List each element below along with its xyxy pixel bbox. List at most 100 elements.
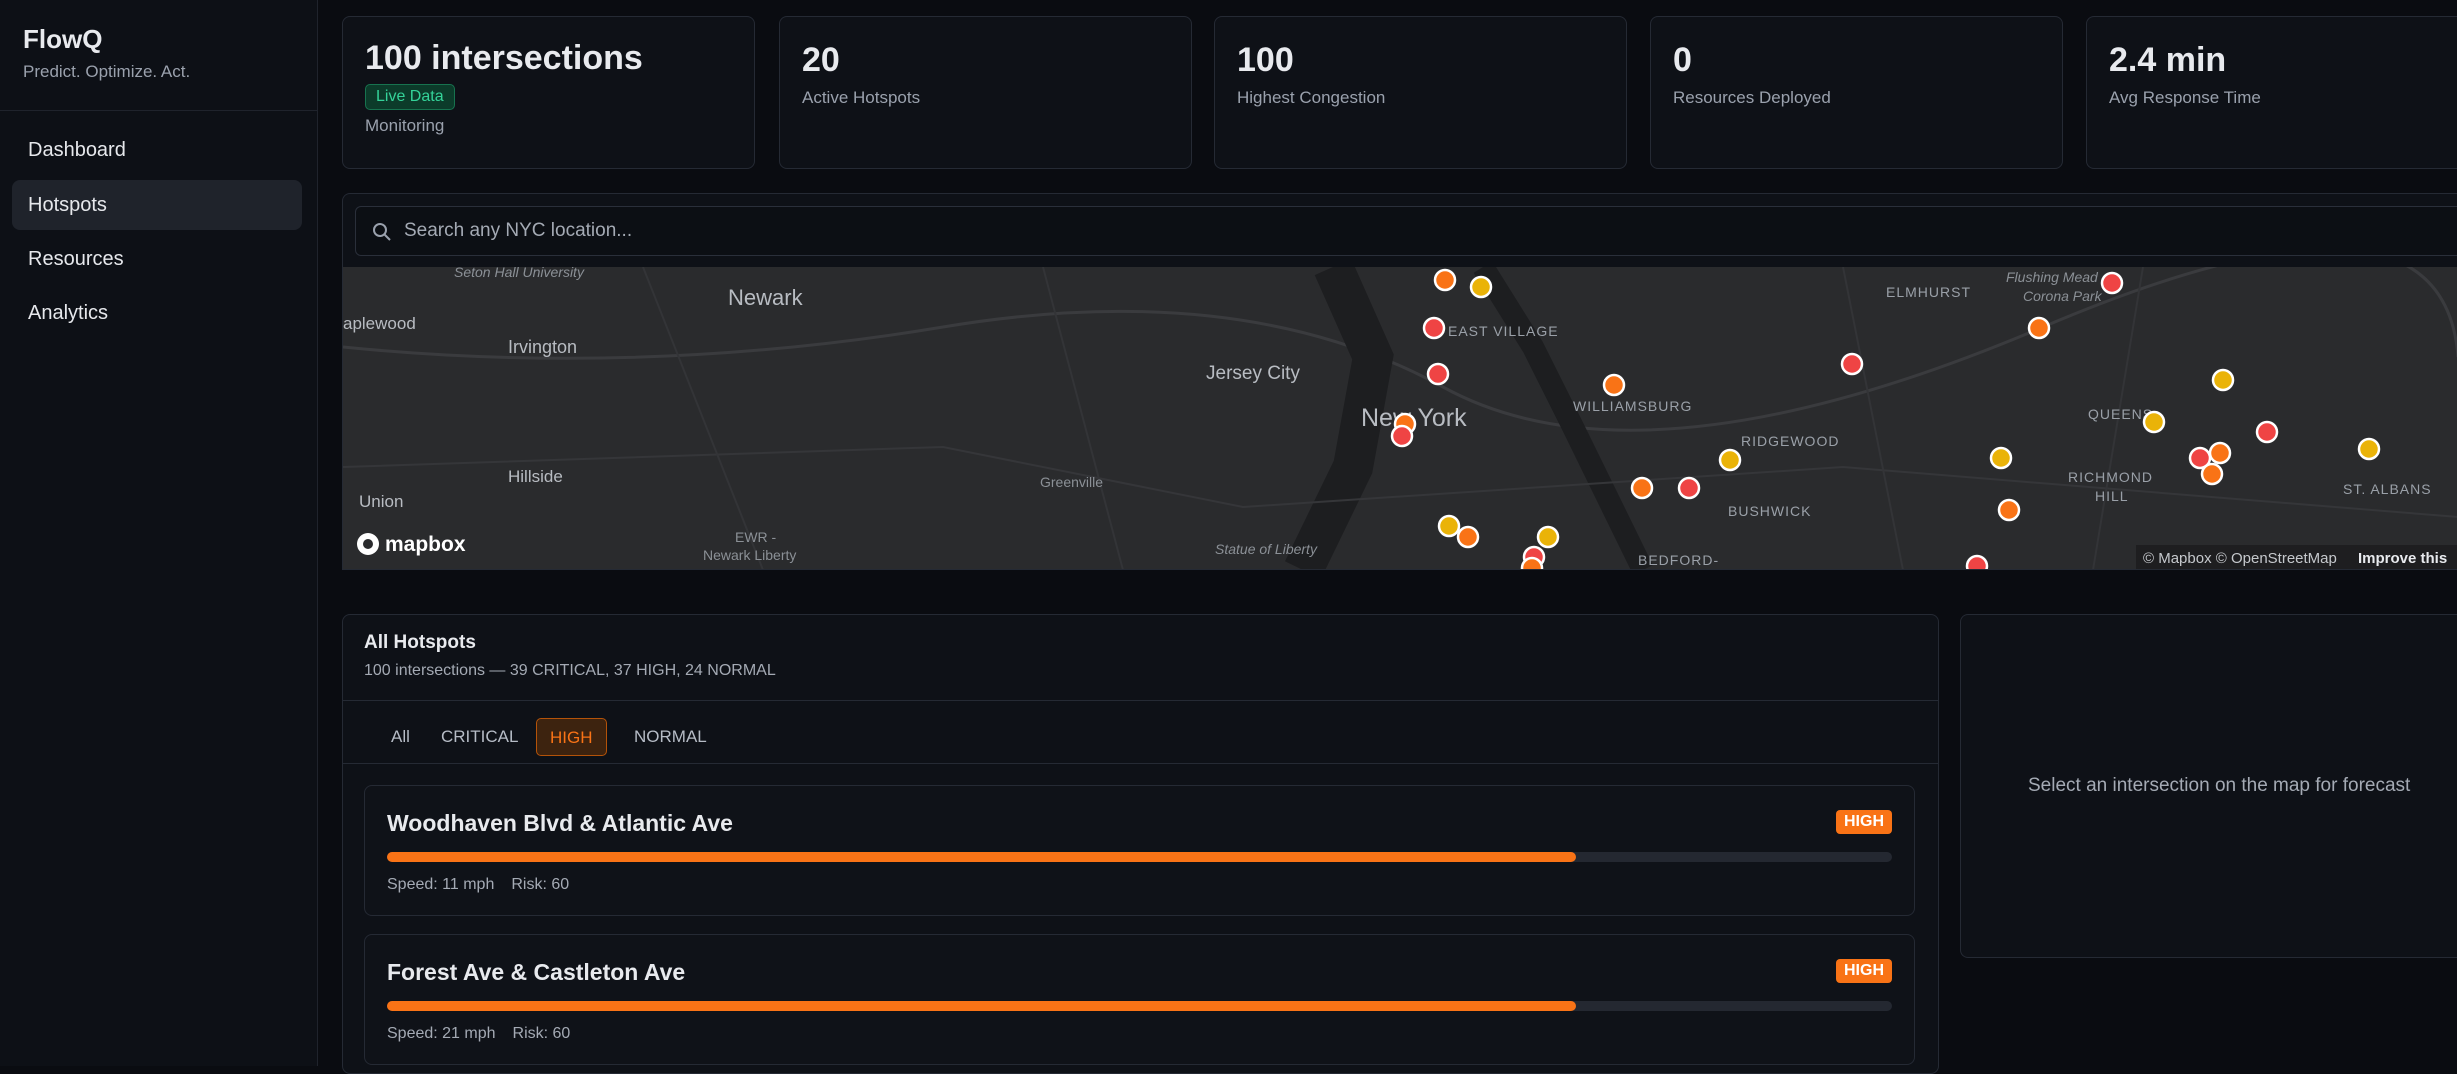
mapbox-logo: mapbox xyxy=(385,533,466,556)
tagline: Predict. Optimize. Act. xyxy=(23,62,191,81)
hotspot-marker[interactable] xyxy=(1677,476,1701,500)
markers xyxy=(1390,268,2381,570)
list-subtitle: 100 intersections — 39 CRITICAL, 37 HIGH… xyxy=(364,662,776,679)
stat-card: 0 Resources Deployed xyxy=(1650,16,2063,169)
stat-value: 100 intersections xyxy=(365,39,643,77)
map-label: RICHMOND xyxy=(2068,469,2153,485)
hotspot-name: Woodhaven Blvd & Atlantic Ave xyxy=(387,810,733,836)
stat-label: Resources Deployed xyxy=(1673,88,1831,107)
map-label: EWR - xyxy=(735,529,777,545)
map-label: Newark Liberty xyxy=(703,547,796,563)
speed: Speed: 11 mph xyxy=(387,876,495,893)
nav-item[interactable]: Resources xyxy=(28,248,124,270)
hotspot-marker[interactable] xyxy=(1718,448,1742,472)
map-label: BUSHWICK xyxy=(1728,503,1811,519)
map-label: Flushing Mead xyxy=(2006,269,2099,285)
hotspot-marker[interactable] xyxy=(1602,373,1626,397)
list-title: All Hotspots xyxy=(364,632,476,653)
nav-item[interactable]: Analytics xyxy=(28,302,109,324)
severity-badge: HIGH xyxy=(1836,810,1892,834)
stat-card: 2.4 min Avg Response Time xyxy=(2086,16,2457,169)
hotspot-marker[interactable] xyxy=(1965,554,1989,570)
hotspot-marker[interactable] xyxy=(1390,424,1414,448)
forecast-placeholder: Select an intersection on the map for fo… xyxy=(2028,775,2411,796)
hotspot-marker[interactable] xyxy=(1520,556,1544,570)
stat-card: 20 Active Hotspots xyxy=(779,16,1192,169)
attribution[interactable]: © Mapbox © OpenStreetMap xyxy=(2143,550,2337,567)
map-label: QUEENS xyxy=(2088,406,2153,422)
hotspot-marker[interactable] xyxy=(1426,362,1450,386)
map-label: WILLIAMSBURG xyxy=(1573,398,1692,414)
map-label: RIDGEWOOD xyxy=(1741,433,1839,449)
stat-value: 100 xyxy=(1237,41,1294,79)
map-label: Irvington xyxy=(508,337,577,357)
risk: Risk: 60 xyxy=(511,876,570,893)
hotspot-stats: Speed: 21 mph Risk: 60 xyxy=(387,1025,570,1043)
hotspot-marker[interactable] xyxy=(2208,441,2232,465)
map-label: Statue of Liberty xyxy=(1215,541,1318,557)
speed: Speed: 21 mph xyxy=(387,1025,496,1042)
stat-label: Avg Response Time xyxy=(2109,88,2261,107)
hotspot-marker[interactable] xyxy=(1422,316,1446,340)
map-label: BEDFORD- xyxy=(1638,552,1719,568)
map-label: Greenville xyxy=(1040,474,1103,490)
hotspot-marker[interactable] xyxy=(2255,420,2279,444)
hotspot-marker[interactable] xyxy=(1433,268,1457,292)
hotspot-marker[interactable] xyxy=(2142,410,2166,434)
search-placeholder: Search any NYC location... xyxy=(404,220,633,241)
stat-card: 100 intersections Live Data Monitoring xyxy=(342,16,755,169)
map-label: Corona Park xyxy=(2023,288,2103,304)
hotspot-marker[interactable] xyxy=(2357,437,2381,461)
stat-card: 100 Highest Congestion xyxy=(1214,16,1627,169)
map-label: Hillside xyxy=(508,467,563,486)
hotspot-stats: Speed: 11 mph Risk: 60 xyxy=(387,876,569,894)
filter-button[interactable]: NORMAL xyxy=(634,727,707,746)
map-label: ELMHURST xyxy=(1886,284,1971,300)
congestion-bar xyxy=(387,1001,1576,1011)
risk: Risk: 60 xyxy=(512,1025,571,1042)
search-icon xyxy=(373,223,391,241)
hotspot-card[interactable]: Woodhaven Blvd & Atlantic Ave HIGH Speed: … xyxy=(364,785,1915,916)
hotspot-marker[interactable] xyxy=(1840,352,1864,376)
mapbox-logo-icon xyxy=(363,539,373,549)
hotspot-marker[interactable] xyxy=(1469,275,1493,299)
congestion-track xyxy=(387,1001,1892,1011)
search-box[interactable]: Search any NYC location... xyxy=(355,206,2457,256)
severity-badge: HIGH xyxy=(1836,959,1892,983)
map-label: Newark xyxy=(728,285,804,310)
filter-button[interactable]: CRITICAL xyxy=(441,727,519,746)
sidebar: FlowQ Predict. Optimize. Act. Dashboard … xyxy=(0,0,318,1066)
nav-item[interactable]: Hotspots xyxy=(12,180,302,230)
map-label: Jersey City xyxy=(1206,363,1300,384)
hotspot-marker[interactable] xyxy=(1456,525,1480,549)
hotspot-name: Forest Ave & Castleton Ave xyxy=(387,959,686,985)
nav-item[interactable]: Dashboard xyxy=(28,139,126,161)
hotspot-marker[interactable] xyxy=(1630,476,1654,500)
stat-value: 2.4 min xyxy=(2109,41,2227,79)
divider xyxy=(0,110,317,111)
divider xyxy=(343,763,1938,764)
forecast-panel: Select an intersection on the map for fo… xyxy=(1960,614,2457,958)
hotspot-marker[interactable] xyxy=(1437,514,1461,538)
brand: FlowQ xyxy=(23,24,103,54)
divider xyxy=(343,700,1938,701)
stat-label: Highest Congestion xyxy=(1237,88,1386,107)
hotspot-marker[interactable] xyxy=(2100,271,2124,295)
filter-button[interactable]: All xyxy=(391,727,410,746)
filter-button[interactable]: HIGH xyxy=(536,718,607,756)
hotspot-marker[interactable] xyxy=(1989,446,2013,470)
stat-value: 20 xyxy=(802,41,840,79)
hotspot-marker[interactable] xyxy=(2211,368,2235,392)
hotspot-card[interactable]: Forest Ave & Castleton Ave HIGH Speed: 21 … xyxy=(364,934,1915,1065)
hotspot-marker[interactable] xyxy=(1997,498,2021,522)
map-label: Seton Hall University xyxy=(454,267,585,280)
hotspot-marker[interactable] xyxy=(2027,316,2051,340)
map-label: EAST VILLAGE xyxy=(1448,323,1559,339)
improve-link[interactable]: Improve this xyxy=(2358,550,2447,567)
stat-label: Monitoring xyxy=(365,116,445,135)
map-label: Union xyxy=(359,492,403,511)
hotspot-marker[interactable] xyxy=(2200,462,2224,486)
map[interactable]: Seton Hall University Newark aplewood Ir… xyxy=(343,267,2457,570)
hotspot-marker[interactable] xyxy=(1536,525,1560,549)
map-label: aplewood xyxy=(343,314,416,333)
